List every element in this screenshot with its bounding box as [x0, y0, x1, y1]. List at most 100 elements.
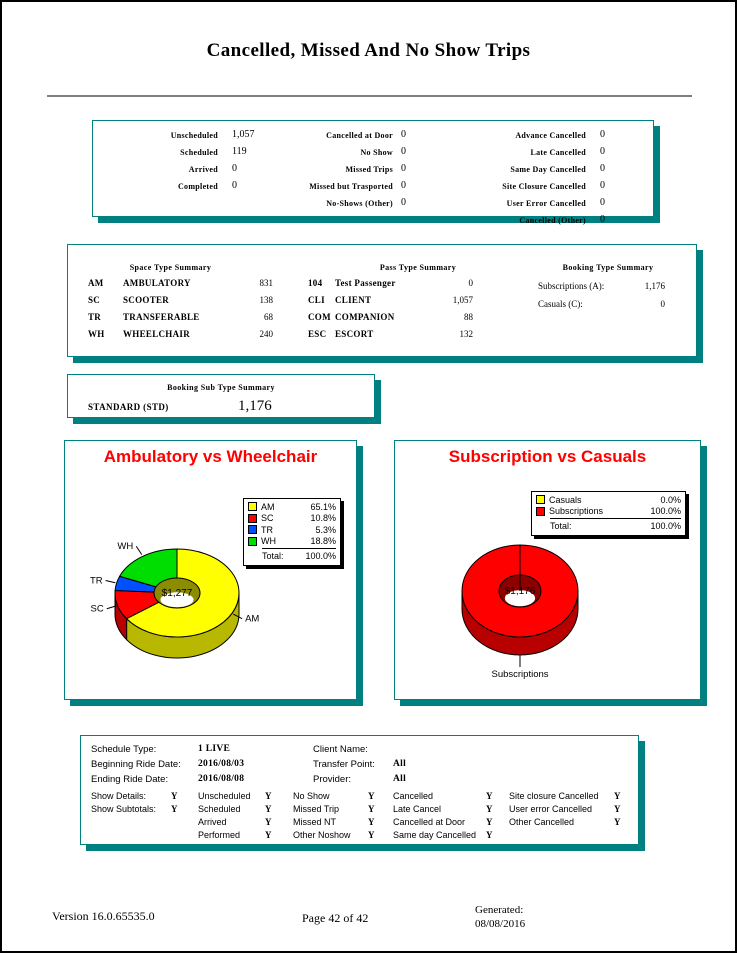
- schedule-right-rows: Client Name: Transfer Point: All Provide…: [313, 744, 406, 789]
- subscription-casuals-pie: $1,176 Subscriptions: [461, 544, 579, 680]
- stat-label: Missed but Trasported: [309, 182, 393, 191]
- booking-value: 1,176: [644, 281, 665, 291]
- pass-type-row: COM COMPANION 88: [308, 312, 473, 329]
- schedule-info-panel: Schedule Type: 1 LIVE Beginning Ride Dat…: [80, 735, 639, 845]
- stat-label: Completed: [177, 182, 218, 191]
- slice-label: Subscriptions: [491, 669, 548, 680]
- type-label: AMBULATORY: [123, 278, 191, 288]
- stat-label: Missed Trips: [345, 165, 393, 174]
- generated-date: 08/08/2016: [475, 918, 526, 930]
- flag-label: Cancelled: [393, 791, 434, 801]
- flag-col-noshow: No Show Y Missed Trip Y Missed NT Y Othe…: [293, 791, 375, 843]
- flag-col-status: Unscheduled Y Scheduled Y Arrived Y Perf…: [198, 791, 272, 843]
- space-type-row: SC SCOOTER 138: [88, 295, 273, 312]
- legend-label: SC: [261, 513, 274, 524]
- flag-row: Performed Y: [198, 830, 272, 843]
- flag-row: Unscheduled Y: [198, 791, 272, 804]
- stat-value: 0: [232, 163, 237, 174]
- stat-label: Late Cancelled: [530, 148, 586, 157]
- flag-value: Y: [614, 804, 621, 814]
- flag-label: Cancelled at Door: [393, 817, 466, 827]
- flag-value: Y: [486, 830, 493, 840]
- type-label: WHEELCHAIR: [123, 329, 191, 339]
- flag-row: No Show Y: [293, 791, 375, 804]
- schedule-value: 1 LIVE: [198, 744, 231, 754]
- type-code: CLI: [308, 295, 325, 305]
- flag-value: Y: [614, 791, 621, 801]
- flag-value: Y: [486, 817, 493, 827]
- ambulatory-wheelchair-pie: $1,277 AM SC TR WH: [90, 541, 259, 659]
- slice-label: TR: [90, 576, 103, 587]
- stat-row: User Error Cancelled 0: [468, 196, 605, 213]
- legend-total-value: 100.0%: [305, 550, 336, 561]
- generated-label: Generated:: [475, 904, 524, 916]
- slice-label: SC: [91, 604, 104, 615]
- stat-label: Arrived: [188, 165, 218, 174]
- flag-col-cancel-other: Site closure Cancelled Y User error Canc…: [509, 791, 621, 830]
- legend-total-label: Total:: [550, 520, 572, 531]
- legend-entry: SC 10.8%: [248, 513, 336, 525]
- flag-label: Performed: [198, 830, 241, 840]
- pass-type-row: 104 Test Passenger 0: [308, 278, 473, 295]
- type-code: COM: [308, 312, 331, 322]
- type-value: 240: [259, 329, 274, 339]
- stat-value: 0: [401, 146, 406, 157]
- type-code: SC: [88, 295, 101, 305]
- stat-value: 0: [401, 180, 406, 191]
- schedule-row: Beginning Ride Date: 2016/08/03: [91, 759, 244, 774]
- flag-label: User error Cancelled: [509, 804, 593, 814]
- schedule-value: All: [393, 759, 407, 769]
- stat-label: Cancelled at Door: [326, 131, 393, 140]
- flag-label: Late Cancel: [393, 804, 442, 814]
- chart-title: Ambulatory vs Wheelchair: [103, 447, 318, 466]
- flag-value: Y: [265, 791, 272, 801]
- stat-label: Scheduled: [180, 148, 218, 157]
- schedule-value: 2016/08/03: [198, 759, 245, 769]
- booking-sub-type-panel: Booking Sub Type Summary STANDARD (STD) …: [67, 374, 375, 418]
- type-value: 1,057: [452, 295, 473, 305]
- flag-label: Scheduled: [198, 804, 241, 814]
- trip-stats-col3: Advance Cancelled 0 Late Cancelled 0 Sam…: [468, 128, 605, 230]
- type-label: SCOOTER: [123, 295, 170, 305]
- stat-row: Scheduled 119: [103, 145, 255, 162]
- stat-label: No-Shows (Other): [326, 199, 393, 208]
- callout-line: [105, 580, 116, 584]
- type-label: ESCORT: [335, 329, 374, 339]
- stat-value: 1,057: [232, 129, 255, 140]
- stat-label: Same Day Cancelled: [510, 165, 586, 174]
- schedule-row: Client Name:: [313, 744, 406, 759]
- legend-total-label: Total:: [262, 550, 284, 561]
- legend-total-row: Total: 100.0%: [550, 518, 681, 532]
- legend-label: TR: [261, 524, 273, 535]
- flag-value: Y: [265, 804, 272, 814]
- booking-label: Subscriptions (A):: [538, 281, 605, 291]
- flag-col-cancel: Cancelled Y Late Cancel Y Cancelled at D…: [393, 791, 493, 843]
- flag-label: Other Cancelled: [509, 817, 575, 827]
- trip-stats-col2: Cancelled at Door 0 No Show 0 Missed Tri…: [288, 128, 406, 213]
- stat-row: Unscheduled 1,057: [103, 128, 255, 145]
- legend-swatch: [248, 536, 257, 546]
- slice-label: AM: [245, 614, 259, 625]
- trip-stats-col1: Unscheduled 1,057 Scheduled 119 Arrived …: [103, 128, 255, 196]
- stat-row: Cancelled at Door 0: [288, 128, 406, 145]
- type-summaries-panel: Space Type Summary AM AMBULATORY 831 SC …: [67, 244, 697, 357]
- type-label: TRANSFERABLE: [123, 312, 200, 322]
- flag-row: Missed NT Y: [293, 817, 375, 830]
- type-value: 138: [259, 295, 274, 305]
- schedule-label: Beginning Ride Date:: [91, 759, 181, 770]
- flag-value: Y: [265, 817, 272, 827]
- flag-value: Y: [171, 791, 178, 801]
- pie-center-label: $1,176: [505, 586, 536, 597]
- type-code: WH: [88, 329, 105, 339]
- type-code: 104: [308, 278, 323, 288]
- schedule-row: Provider: All: [313, 774, 406, 789]
- legend-percent: 0.0%: [660, 494, 681, 505]
- stat-value: 0: [600, 129, 605, 140]
- stat-value: 0: [600, 214, 605, 225]
- booking-type-row: Subscriptions (A): 1,176: [538, 281, 665, 299]
- flag-row: Late Cancel Y: [393, 804, 493, 817]
- legend-label: AM: [261, 501, 275, 512]
- stat-value: 0: [600, 180, 605, 191]
- type-value: 132: [459, 329, 474, 339]
